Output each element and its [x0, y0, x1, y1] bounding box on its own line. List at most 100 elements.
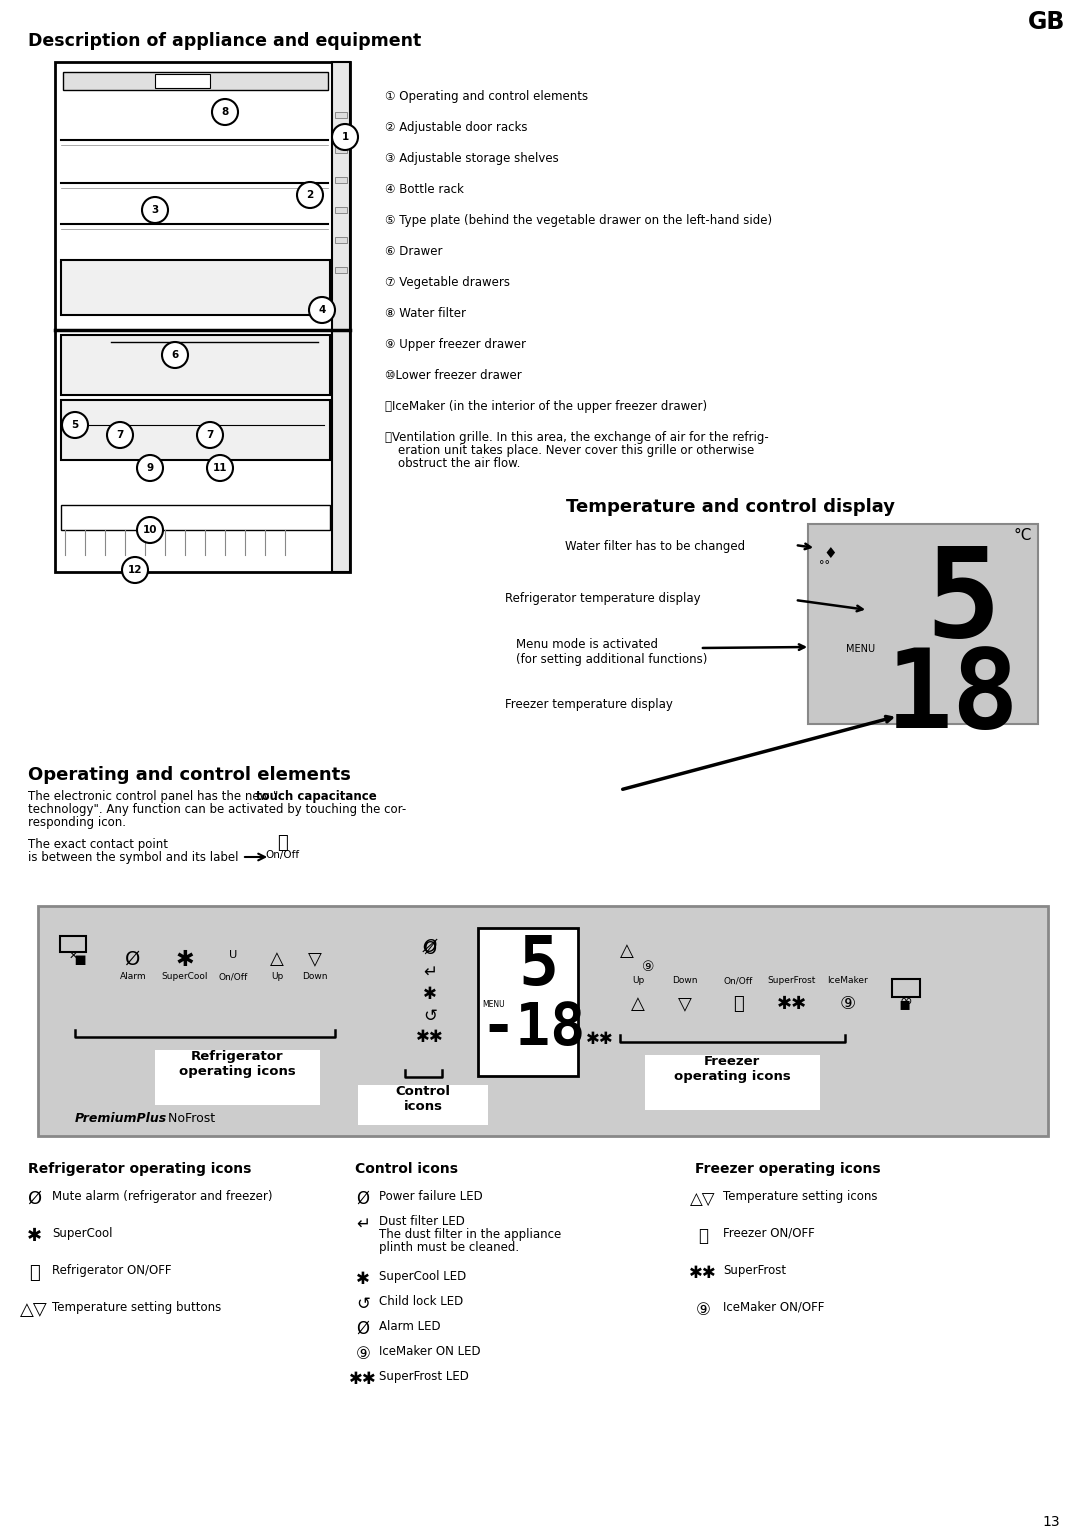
- Text: 10: 10: [143, 525, 158, 534]
- Text: plinth must be cleaned.: plinth must be cleaned.: [379, 1241, 519, 1254]
- Text: Freezer
operating icons: Freezer operating icons: [674, 1055, 791, 1083]
- Text: Temperature setting icons: Temperature setting icons: [723, 1190, 877, 1203]
- Text: PremiumPlus: PremiumPlus: [75, 1112, 167, 1125]
- Text: ⑩Lower freezer drawer: ⑩Lower freezer drawer: [384, 370, 522, 382]
- Text: -18: -18: [481, 1000, 585, 1057]
- Text: Ø: Ø: [423, 941, 436, 957]
- Circle shape: [107, 421, 133, 447]
- Text: SuperFrost LED: SuperFrost LED: [379, 1370, 469, 1383]
- Circle shape: [197, 421, 222, 447]
- Text: Description of appliance and equipment: Description of appliance and equipment: [28, 32, 421, 50]
- Text: ⏻: ⏻: [698, 1228, 708, 1245]
- Bar: [60, 400, 330, 460]
- Text: Operating and control elements: Operating and control elements: [28, 767, 351, 783]
- Text: ✱✱: ✱✱: [777, 996, 807, 1012]
- Text: Menu mode is activated: Menu mode is activated: [516, 638, 658, 651]
- Bar: [335, 208, 347, 212]
- Text: obstruct the air flow.: obstruct the air flow.: [399, 457, 521, 470]
- Text: Refrigerator ON/OFF: Refrigerator ON/OFF: [52, 1264, 172, 1277]
- Text: ↵: ↵: [423, 964, 437, 980]
- Text: Up: Up: [632, 976, 644, 985]
- Bar: [63, 72, 328, 90]
- Text: Power failure LED: Power failure LED: [379, 1190, 483, 1203]
- Text: ④ Bottle rack: ④ Bottle rack: [384, 183, 464, 195]
- Text: ⑤ Type plate (behind the vegetable drawer on the left-hand side): ⑤ Type plate (behind the vegetable drawe…: [384, 214, 772, 228]
- Bar: [335, 267, 347, 273]
- Text: △: △: [631, 996, 645, 1012]
- Text: 6: 6: [172, 350, 178, 360]
- Bar: [645, 1055, 820, 1110]
- Circle shape: [162, 342, 188, 368]
- Text: ✱✱: ✱✱: [586, 1031, 613, 1048]
- Text: ⏻: ⏻: [29, 1264, 39, 1283]
- Text: ⑪IceMaker (in the interior of the upper freezer drawer): ⑪IceMaker (in the interior of the upper …: [384, 400, 707, 412]
- Text: responding icon.: responding icon.: [28, 815, 126, 829]
- Text: 18: 18: [886, 644, 1020, 751]
- Text: The dust filter in the appliance: The dust filter in the appliance: [379, 1228, 562, 1241]
- Text: oo: oo: [900, 996, 912, 1006]
- Text: △▽: △▽: [690, 1190, 716, 1208]
- Circle shape: [122, 557, 148, 583]
- Circle shape: [309, 296, 335, 324]
- Text: ⑫Ventilation grille. In this area, the exchange of air for the refrig-: ⑫Ventilation grille. In this area, the e…: [384, 431, 769, 444]
- Text: SuperCool LED: SuperCool LED: [379, 1270, 467, 1283]
- Text: The electronic control panel has the new ": The electronic control panel has the new…: [28, 789, 279, 803]
- Text: (for setting additional functions): (for setting additional functions): [516, 654, 707, 666]
- Text: 3: 3: [151, 205, 159, 215]
- Text: ⑨: ⑨: [840, 996, 856, 1012]
- Text: ↺: ↺: [423, 1006, 437, 1025]
- Bar: [156, 1051, 320, 1106]
- Text: Freezer operating icons: Freezer operating icons: [696, 1162, 880, 1176]
- Text: °°: °°: [820, 560, 831, 570]
- Text: ✱✱: ✱✱: [689, 1264, 717, 1283]
- Text: Alarm: Alarm: [120, 973, 146, 980]
- Text: ▪: ▪: [899, 996, 912, 1012]
- Text: On/Off: On/Off: [265, 851, 299, 860]
- Text: SuperFrost: SuperFrost: [768, 976, 816, 985]
- Text: Ø: Ø: [423, 938, 437, 956]
- Text: ⑨: ⑨: [355, 1345, 370, 1364]
- Text: Control
icons: Control icons: [395, 1086, 450, 1113]
- Text: ✱✱: ✱✱: [349, 1370, 377, 1388]
- Text: Ø: Ø: [125, 950, 140, 970]
- Bar: [156, 73, 210, 89]
- Text: ✱✱: ✱✱: [416, 1028, 444, 1046]
- Text: △: △: [270, 950, 284, 968]
- Text: 2: 2: [307, 189, 313, 200]
- Text: 5: 5: [926, 542, 1001, 663]
- Text: ▽: ▽: [308, 950, 322, 968]
- Text: ① Operating and control elements: ① Operating and control elements: [384, 90, 589, 102]
- Bar: [335, 237, 347, 243]
- Text: Temperature setting buttons: Temperature setting buttons: [52, 1301, 221, 1315]
- Text: Dust filter LED: Dust filter LED: [379, 1215, 464, 1228]
- Text: 7: 7: [117, 431, 124, 440]
- Text: Mute alarm (refrigerator and freezer): Mute alarm (refrigerator and freezer): [52, 1190, 272, 1203]
- Bar: [60, 334, 330, 395]
- Text: Down: Down: [302, 973, 327, 980]
- Text: ✱: ✱: [176, 950, 194, 970]
- Text: ③ Adjustable storage shelves: ③ Adjustable storage shelves: [384, 153, 558, 165]
- Text: Alarm LED: Alarm LED: [379, 1319, 441, 1333]
- Text: Control icons: Control icons: [355, 1162, 458, 1176]
- Text: Refrigerator temperature display: Refrigerator temperature display: [505, 592, 701, 605]
- Bar: [55, 63, 350, 573]
- Text: Ø: Ø: [356, 1319, 369, 1338]
- Text: 1: 1: [341, 131, 349, 142]
- Text: ✱: ✱: [356, 1270, 370, 1287]
- Bar: [60, 260, 330, 315]
- Bar: [60, 505, 330, 530]
- Text: Up: Up: [271, 973, 283, 980]
- Circle shape: [137, 455, 163, 481]
- Text: is between the symbol and its label: is between the symbol and its label: [28, 851, 239, 864]
- Text: MENU: MENU: [482, 1000, 504, 1009]
- Bar: [60, 936, 86, 951]
- Text: 5: 5: [518, 933, 558, 999]
- Text: ✱: ✱: [26, 1228, 41, 1245]
- Text: Ø: Ø: [356, 1190, 369, 1208]
- Circle shape: [207, 455, 233, 481]
- Text: ⑥ Drawer: ⑥ Drawer: [384, 244, 443, 258]
- Text: ↺: ↺: [356, 1295, 370, 1313]
- Text: ② Adjustable door racks: ② Adjustable door racks: [384, 121, 527, 134]
- Text: 9: 9: [147, 463, 153, 473]
- Bar: [808, 524, 1038, 724]
